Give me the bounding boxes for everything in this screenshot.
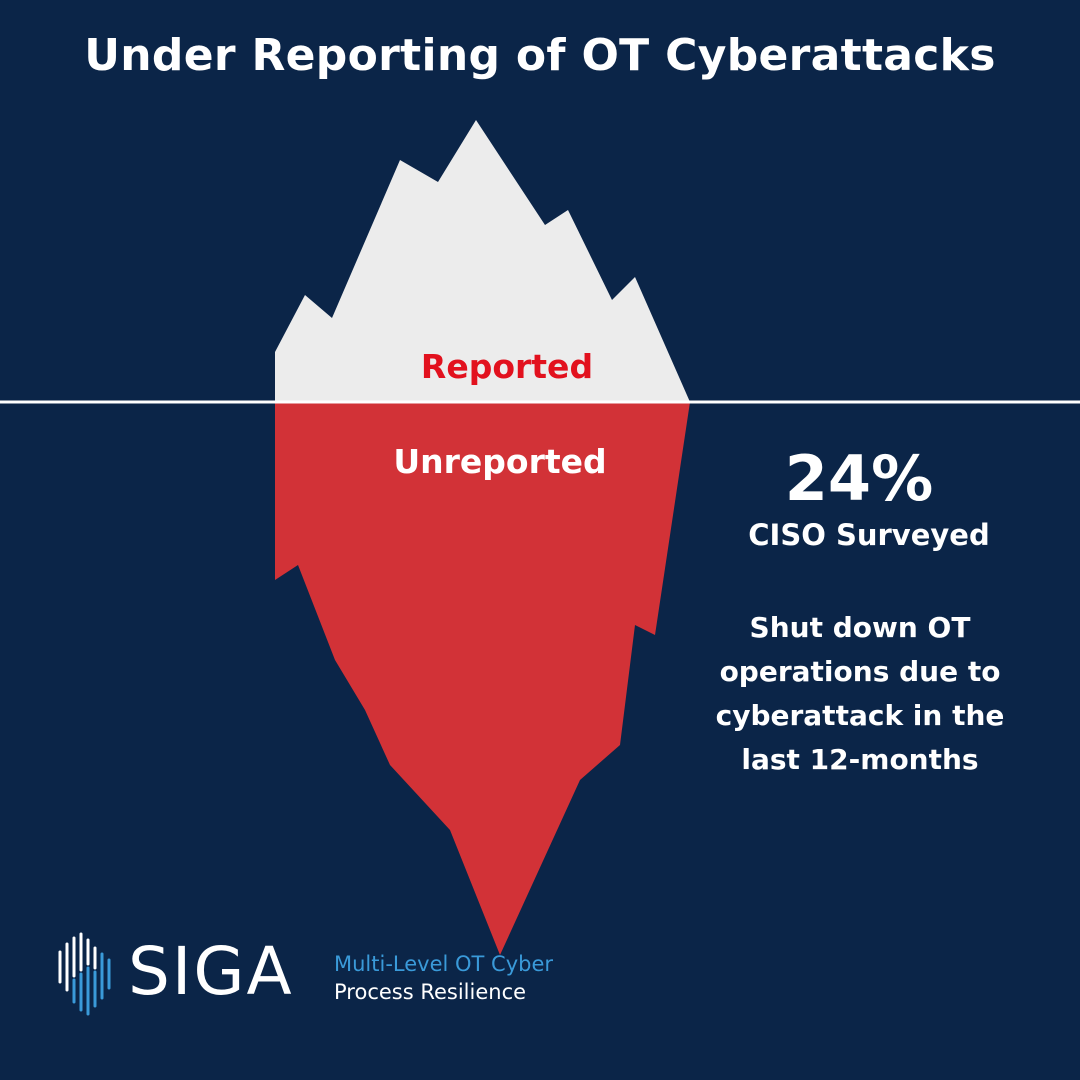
stat-subtitle: CISO Surveyed [748, 518, 990, 552]
siga-logo-mark-icon [58, 932, 111, 1016]
stat-percentage: 24% [784, 442, 934, 515]
reported-label: Reported [420, 347, 594, 386]
stat-description-line: operations due to [719, 655, 1001, 688]
page-title: Under Reporting of OT Cyberattacks [84, 30, 996, 81]
iceberg-submerged [275, 402, 690, 955]
logo-tagline-line2: Process Resilience [334, 980, 527, 1004]
stat-description-line: last 12-months [741, 743, 979, 776]
iceberg-tip [275, 120, 690, 402]
logo-wordmark: SIGA [128, 933, 294, 1010]
logo-tagline-line1: Multi-Level OT Cyber [334, 952, 554, 976]
siga-logo: SIGA Multi-Level OT Cyber Process Resili… [56, 930, 616, 1020]
stat-description-line: Shut down OT [749, 611, 971, 644]
stat-description-line: cyberattack in the [715, 699, 1005, 732]
stat-description: Shut down OT operations due to cyberatta… [690, 606, 1030, 782]
unreported-label: Unreported [393, 442, 607, 481]
